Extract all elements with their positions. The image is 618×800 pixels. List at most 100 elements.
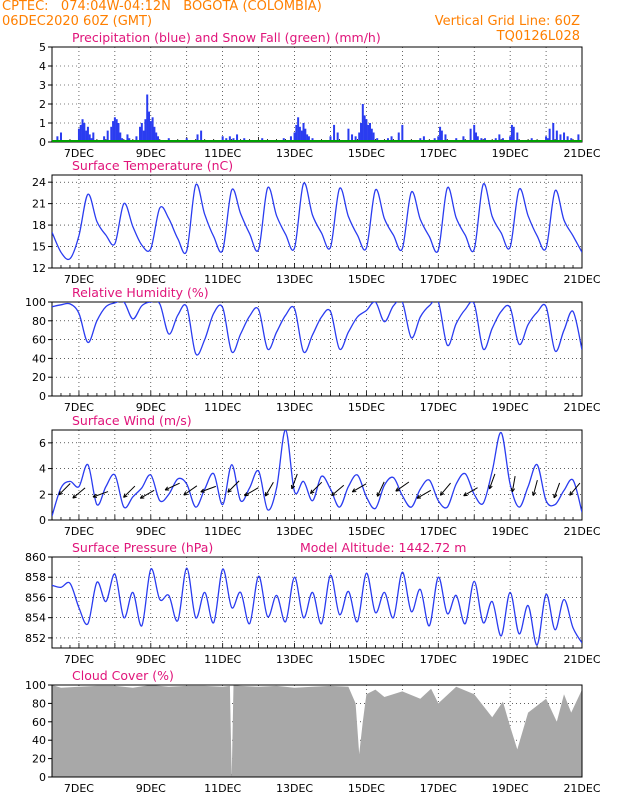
wind-arrow	[72, 487, 86, 499]
precip-bar	[516, 132, 519, 142]
precip-bar	[92, 132, 95, 142]
wind-arrow-head	[511, 488, 516, 493]
wind-arrow	[553, 482, 561, 499]
precip-bar	[144, 119, 147, 142]
wind-arrow	[331, 484, 345, 496]
wind-arrow	[58, 483, 71, 496]
precip-bar	[140, 123, 143, 142]
x-tick-label: 19DEC	[492, 401, 529, 414]
wind-arrow-head	[265, 493, 269, 497]
precip-bar	[228, 136, 231, 142]
precip-bar	[498, 134, 501, 142]
precip-bar	[155, 132, 158, 142]
wind-arrow-head	[553, 494, 558, 499]
wind-arrow	[488, 473, 496, 490]
x-tick-label: 7DEC	[64, 525, 94, 538]
x-tick-label: 13DEC	[276, 147, 313, 160]
precip-bar	[545, 136, 548, 142]
wind-arrow-head	[569, 491, 572, 496]
panel-3: Relative Humidity (%) 0 20 40 60 80 100 7DEC 9DE…	[25, 285, 601, 414]
panel-1: Precipitation (blue) and Snow Fall (gree…	[39, 30, 601, 160]
x-tick-label: 15DEC	[348, 401, 385, 414]
x-tick-label: 15DEC	[348, 525, 385, 538]
precip-bar	[83, 123, 86, 142]
y-tick-label: 6	[39, 437, 46, 450]
precip-bar	[59, 132, 62, 142]
y-tick-label: 860	[25, 551, 46, 564]
x-tick-label: 17DEC	[420, 273, 457, 286]
x-tick-label: 17DEC	[420, 147, 457, 160]
wind-arrow-head	[227, 488, 230, 493]
precip-bar	[77, 128, 80, 142]
precip-bar	[85, 130, 88, 142]
precip-bar	[370, 128, 373, 142]
precip-bar	[372, 132, 375, 142]
precip-bar	[444, 134, 447, 142]
precip-bar	[566, 136, 569, 142]
wind-arrow-head	[58, 493, 63, 496]
wind-arrow-head	[331, 494, 336, 497]
wind-arrow-head	[416, 494, 420, 499]
series-line	[52, 182, 582, 261]
cloud-cover-area	[52, 685, 582, 777]
wind-arrow	[200, 485, 216, 493]
precip-bar	[302, 123, 305, 142]
x-tick-label: 17DEC	[420, 525, 457, 538]
wind-arrow-head	[532, 492, 537, 496]
wind-arrow	[183, 485, 198, 496]
precip-bar	[329, 136, 332, 142]
precip-bar	[153, 126, 156, 142]
precip-bar	[81, 119, 84, 142]
precip-bar	[196, 134, 199, 142]
wind-arrow	[395, 481, 410, 492]
wind-arrow	[376, 481, 385, 497]
precip-bar	[106, 130, 109, 142]
x-tick-label: 17DEC	[420, 653, 457, 666]
precip-bar	[112, 121, 115, 142]
wind-arrow-head	[510, 487, 513, 493]
wind-arrow-head	[58, 490, 61, 495]
wind-arrow-head	[123, 493, 126, 498]
precip-bar	[563, 132, 566, 142]
x-tick-label: 9DEC	[136, 273, 166, 286]
x-tick-label: 13DEC	[276, 653, 313, 666]
wind-arrow	[264, 481, 274, 497]
y-tick-label: 20	[32, 371, 46, 384]
y-tick-label: 4	[39, 463, 46, 476]
wind-arrow	[463, 487, 478, 497]
precip-bar	[307, 136, 310, 142]
precip-bar	[365, 119, 368, 142]
y-tick-label: 20	[32, 753, 46, 766]
x-tick-label: 21DEC	[563, 401, 600, 414]
y-tick-label: 40	[32, 734, 46, 747]
header-model-code: TQ0126L028	[496, 29, 580, 44]
x-tick-label: 21DEC	[563, 525, 600, 538]
precip-bar	[437, 136, 440, 142]
wind-arrow	[569, 482, 581, 496]
precip-bar	[333, 124, 336, 142]
precip-bar	[367, 124, 370, 142]
wind-arrow-head	[489, 485, 493, 490]
precip-bar	[289, 136, 292, 142]
wind-arrow	[439, 482, 451, 496]
wind-arrow	[511, 476, 516, 492]
precip-bar	[117, 123, 120, 142]
wind-arrow-head	[123, 495, 128, 498]
header-station: CPTEC: 074:04W-04:12N BOGOTA (COLOMBIA)	[2, 0, 322, 14]
x-tick-label: 13DEC	[276, 401, 313, 414]
x-tick-label: 17DEC	[420, 401, 457, 414]
precip-bar	[390, 136, 393, 142]
y-tick-label: 0	[39, 390, 46, 403]
precip-bar	[369, 123, 371, 142]
precip-bar	[139, 126, 142, 142]
y-tick-label: 24	[32, 176, 46, 189]
wind-arrow-head	[183, 493, 188, 496]
precip-bar	[126, 134, 129, 142]
precip-bar	[475, 132, 477, 142]
y-tick-label: 0	[39, 771, 46, 784]
panel-6: Cloud Cover (%) 0 20 40 60 80 100 7DEC 9DEC 11DEC…	[25, 668, 601, 795]
y-tick-label: 5	[39, 41, 46, 54]
precip-bar	[555, 130, 558, 142]
precip-bar	[512, 126, 515, 142]
